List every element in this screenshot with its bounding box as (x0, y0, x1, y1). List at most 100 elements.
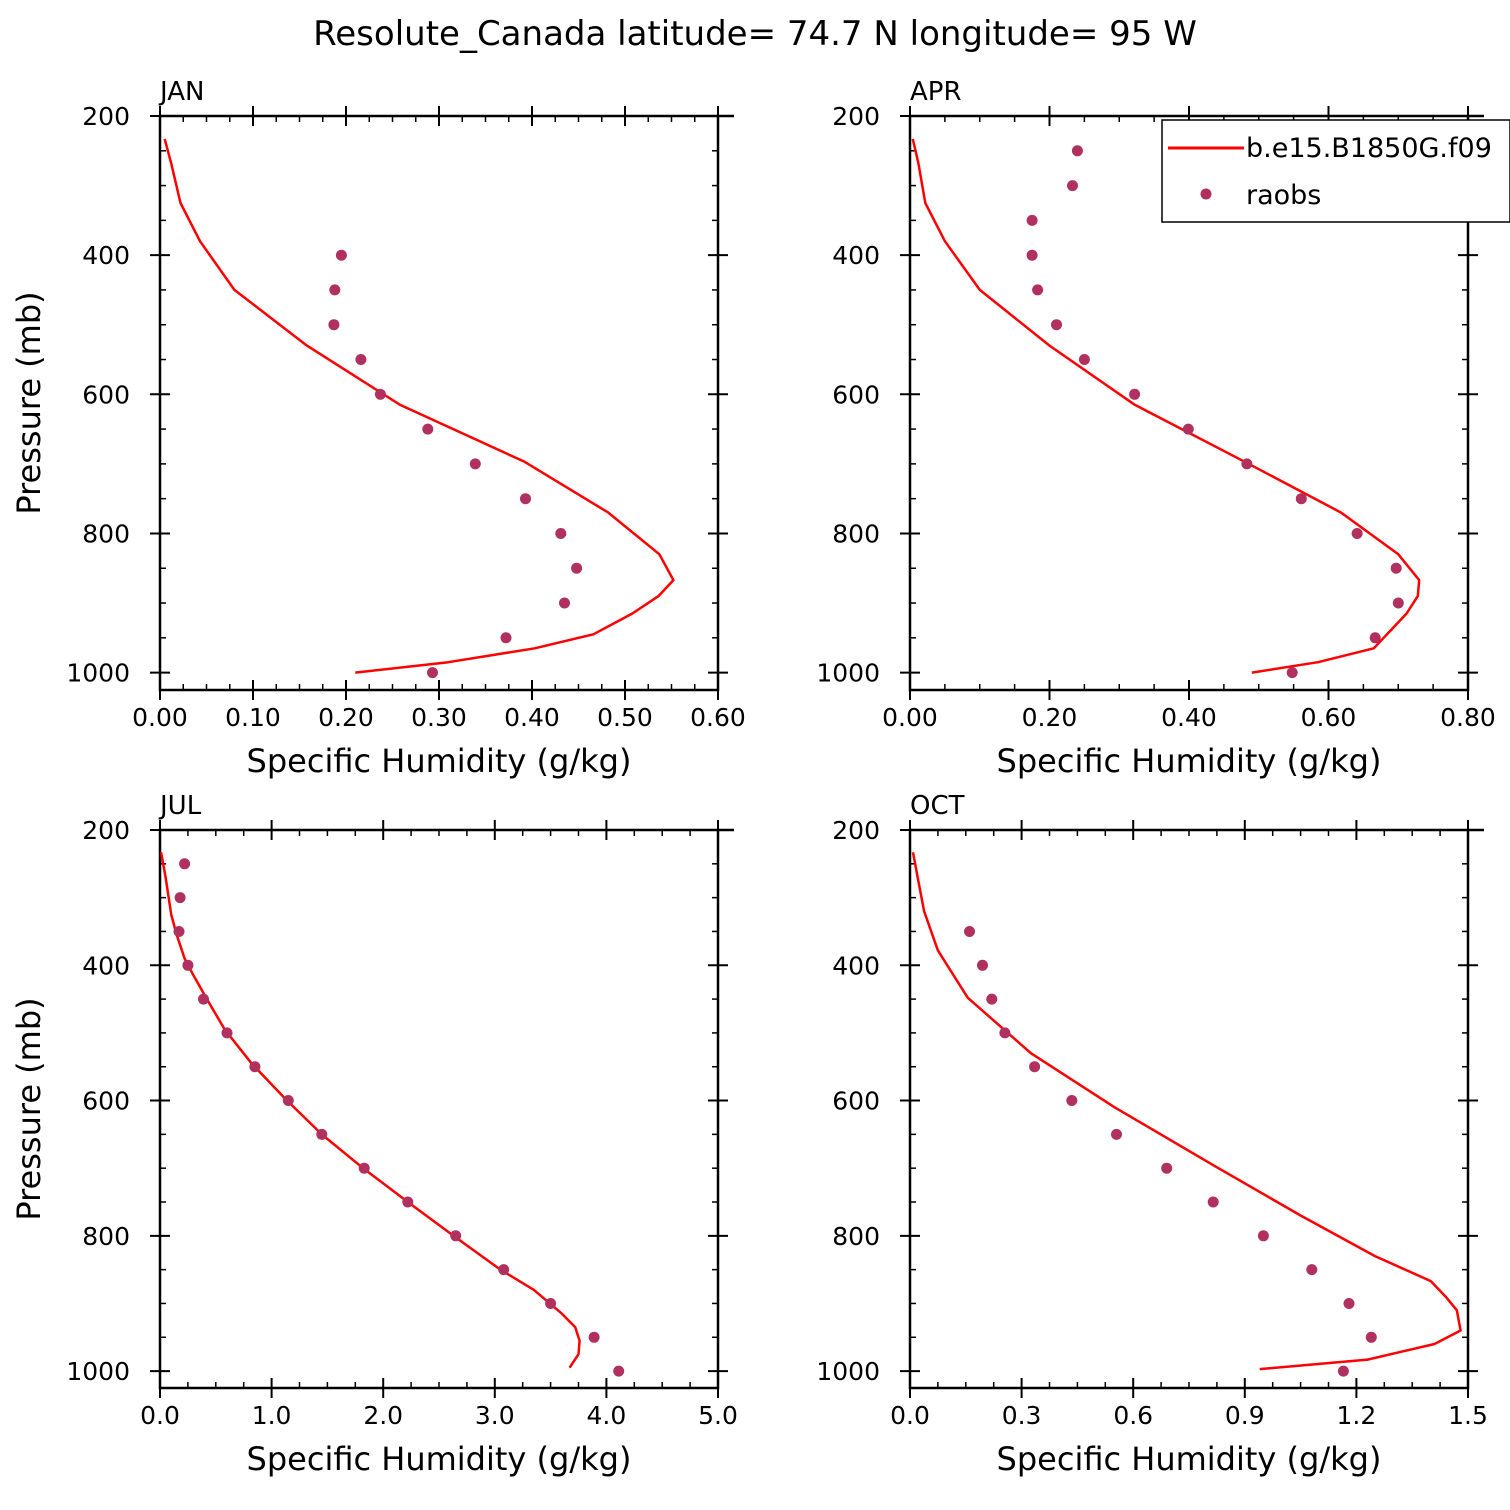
raobs-point (1343, 1298, 1355, 1309)
x-tick-label: 0.60 (1301, 703, 1357, 732)
raobs-point (182, 959, 194, 971)
y-tick-label: 600 (832, 1087, 880, 1116)
x-tick-label: 4.0 (587, 1401, 627, 1430)
raobs-point (358, 1162, 370, 1174)
raobs-point (1051, 319, 1062, 331)
legend-raobs-label: raobs (1246, 180, 1321, 211)
raobs-point (999, 1027, 1011, 1039)
raobs-point (977, 959, 988, 971)
raobs-point (1390, 562, 1402, 574)
y-tick-label: 400 (832, 241, 880, 270)
raobs-point (500, 632, 512, 644)
x-tick-label: 0.80 (1440, 703, 1496, 732)
x-tick-label: 0.60 (690, 703, 746, 732)
raobs-point (1071, 145, 1083, 157)
x-tick-label: 0.20 (1022, 703, 1078, 732)
y-tick-label: 200 (832, 102, 880, 131)
raobs-point (1066, 1095, 1078, 1106)
x-tick-label: 0.0 (140, 1401, 180, 1430)
y-tick-label: 600 (82, 380, 130, 409)
y-tick-label: 800 (832, 1222, 880, 1251)
raobs-point (249, 1061, 261, 1073)
y-tick-label: 800 (82, 1222, 130, 1251)
x-tick-label: 0.30 (411, 703, 467, 732)
x-axis-title: Specific Humidity (g/kg) (247, 742, 632, 780)
raobs-point (450, 1230, 462, 1242)
x-tick-label: 1.2 (1337, 1401, 1377, 1430)
model-profile-line (159, 852, 581, 1369)
raobs-point (498, 1264, 510, 1276)
raobs-point (1392, 597, 1404, 609)
raobs-point (1241, 458, 1253, 470)
y-tick-label: 400 (82, 951, 130, 980)
raobs-point (402, 1196, 414, 1208)
x-tick-label: 1.0 (252, 1401, 292, 1430)
raobs-point (328, 319, 340, 331)
figure-title: Resolute_Canada latitude= 74.7 N longitu… (313, 14, 1197, 54)
raobs-point (1207, 1196, 1219, 1208)
raobs-point (1067, 180, 1078, 192)
y-tick-label: 400 (832, 951, 880, 980)
x-tick-label: 0.00 (882, 703, 938, 732)
raobs-point (179, 858, 191, 870)
raobs-point (520, 493, 531, 505)
panel-label: JAN (158, 77, 204, 107)
plot-frame (158, 114, 720, 692)
y-tick-label: 400 (82, 241, 130, 270)
x-tick-label: 0.40 (1161, 703, 1217, 732)
panel-label: APR (910, 77, 962, 107)
x-tick-label: 0.10 (225, 703, 281, 732)
raobs-point (374, 388, 386, 400)
x-tick-label: 0.00 (132, 703, 188, 732)
raobs-point (1111, 1128, 1122, 1140)
y-tick-label: 1000 (816, 1357, 880, 1386)
raobs-point (221, 1027, 233, 1039)
y-tick-label: 1000 (66, 659, 130, 688)
panel-jul: JUL 200 400 600 800 1000 0.0 1.0 2.0 3.0 4.0 5.0 Spe… (10, 791, 738, 1478)
raobs-point (555, 528, 567, 539)
legend-model-label: b.e15.B1850G.f09 (1246, 133, 1492, 164)
y-axis-title: Pressure (mb) (10, 291, 48, 514)
x-tick-label: 0.9 (1225, 1401, 1265, 1430)
raobs-point (1337, 1365, 1349, 1377)
raobs-point (964, 926, 975, 937)
x-tick-label: 0.20 (318, 703, 374, 732)
x-tick-label: 0.6 (1113, 1401, 1153, 1430)
raobs-point (588, 1331, 600, 1343)
x-axis-title: Specific Humidity (g/kg) (247, 1440, 632, 1478)
x-tick-label: 3.0 (475, 1401, 515, 1430)
raobs-point (174, 892, 186, 904)
raobs-point (1161, 1162, 1173, 1174)
panel-label: JUL (158, 791, 202, 821)
panel-oct: OCT 200 400 600 800 1000 0.0 0.3 0.6 0.9 1.2 1.5 Spe… (816, 791, 1488, 1478)
raobs-point (559, 597, 570, 609)
raobs-point (316, 1128, 328, 1140)
raobs-point (1351, 528, 1363, 539)
raobs-point (355, 354, 367, 365)
y-tick-label: 800 (832, 519, 880, 548)
x-tick-label: 1.5 (1448, 1401, 1488, 1430)
raobs-point (1306, 1264, 1318, 1276)
y-tick-label: 200 (82, 102, 130, 131)
legend: b.e15.B1850G.f09 raobs (1161, 119, 1510, 223)
raobs-point (545, 1298, 557, 1309)
x-tick-label: 0.0 (890, 1401, 930, 1430)
raobs-point (282, 1095, 294, 1106)
x-tick-label: 2.0 (363, 1401, 403, 1430)
raobs-point (1026, 214, 1038, 226)
y-tick-label: 800 (82, 519, 130, 548)
raobs-point (1295, 493, 1307, 505)
raobs-point (1032, 284, 1044, 296)
raobs-point (613, 1365, 625, 1377)
raobs-point (1182, 423, 1194, 435)
model-profile-line (163, 138, 675, 674)
raobs-point (1129, 388, 1141, 400)
panel-label: OCT (910, 791, 965, 821)
y-tick-label: 200 (82, 816, 130, 845)
raobs-point (427, 667, 438, 679)
raobs-point (198, 993, 209, 1005)
x-tick-label: 0.3 (1002, 1401, 1042, 1430)
y-tick-label: 200 (832, 816, 880, 845)
x-tick-label: 0.40 (504, 703, 560, 732)
